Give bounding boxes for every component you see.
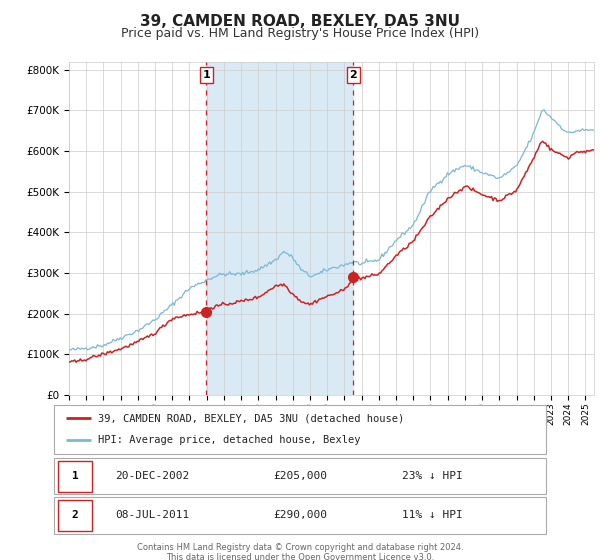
Text: 1: 1 [202, 70, 210, 80]
Text: 2: 2 [72, 511, 79, 520]
Text: £290,000: £290,000 [273, 511, 327, 520]
Text: 20-DEC-2002: 20-DEC-2002 [115, 472, 190, 481]
Bar [206, 62, 353, 395]
FancyBboxPatch shape [54, 405, 546, 454]
Text: 08-JUL-2011: 08-JUL-2011 [115, 511, 190, 520]
Text: 11% ↓ HPI: 11% ↓ HPI [403, 511, 463, 520]
Text: 1: 1 [72, 472, 79, 481]
Text: 39, CAMDEN ROAD, BEXLEY, DA5 3NU (detached house): 39, CAMDEN ROAD, BEXLEY, DA5 3NU (detach… [98, 413, 404, 423]
FancyBboxPatch shape [58, 461, 92, 492]
Text: 39, CAMDEN ROAD, BEXLEY, DA5 3NU: 39, CAMDEN ROAD, BEXLEY, DA5 3NU [140, 14, 460, 29]
Text: Price paid vs. HM Land Registry's House Price Index (HPI): Price paid vs. HM Land Registry's House … [121, 27, 479, 40]
Text: 23% ↓ HPI: 23% ↓ HPI [403, 472, 463, 481]
Text: 2: 2 [349, 70, 357, 80]
FancyBboxPatch shape [58, 500, 92, 531]
Text: This data is licensed under the Open Government Licence v3.0.: This data is licensed under the Open Gov… [166, 553, 434, 560]
Text: HPI: Average price, detached house, Bexley: HPI: Average price, detached house, Bexl… [98, 436, 361, 445]
Text: £205,000: £205,000 [273, 472, 327, 481]
FancyBboxPatch shape [54, 458, 546, 494]
FancyBboxPatch shape [54, 497, 546, 534]
Text: Contains HM Land Registry data © Crown copyright and database right 2024.: Contains HM Land Registry data © Crown c… [137, 543, 463, 552]
